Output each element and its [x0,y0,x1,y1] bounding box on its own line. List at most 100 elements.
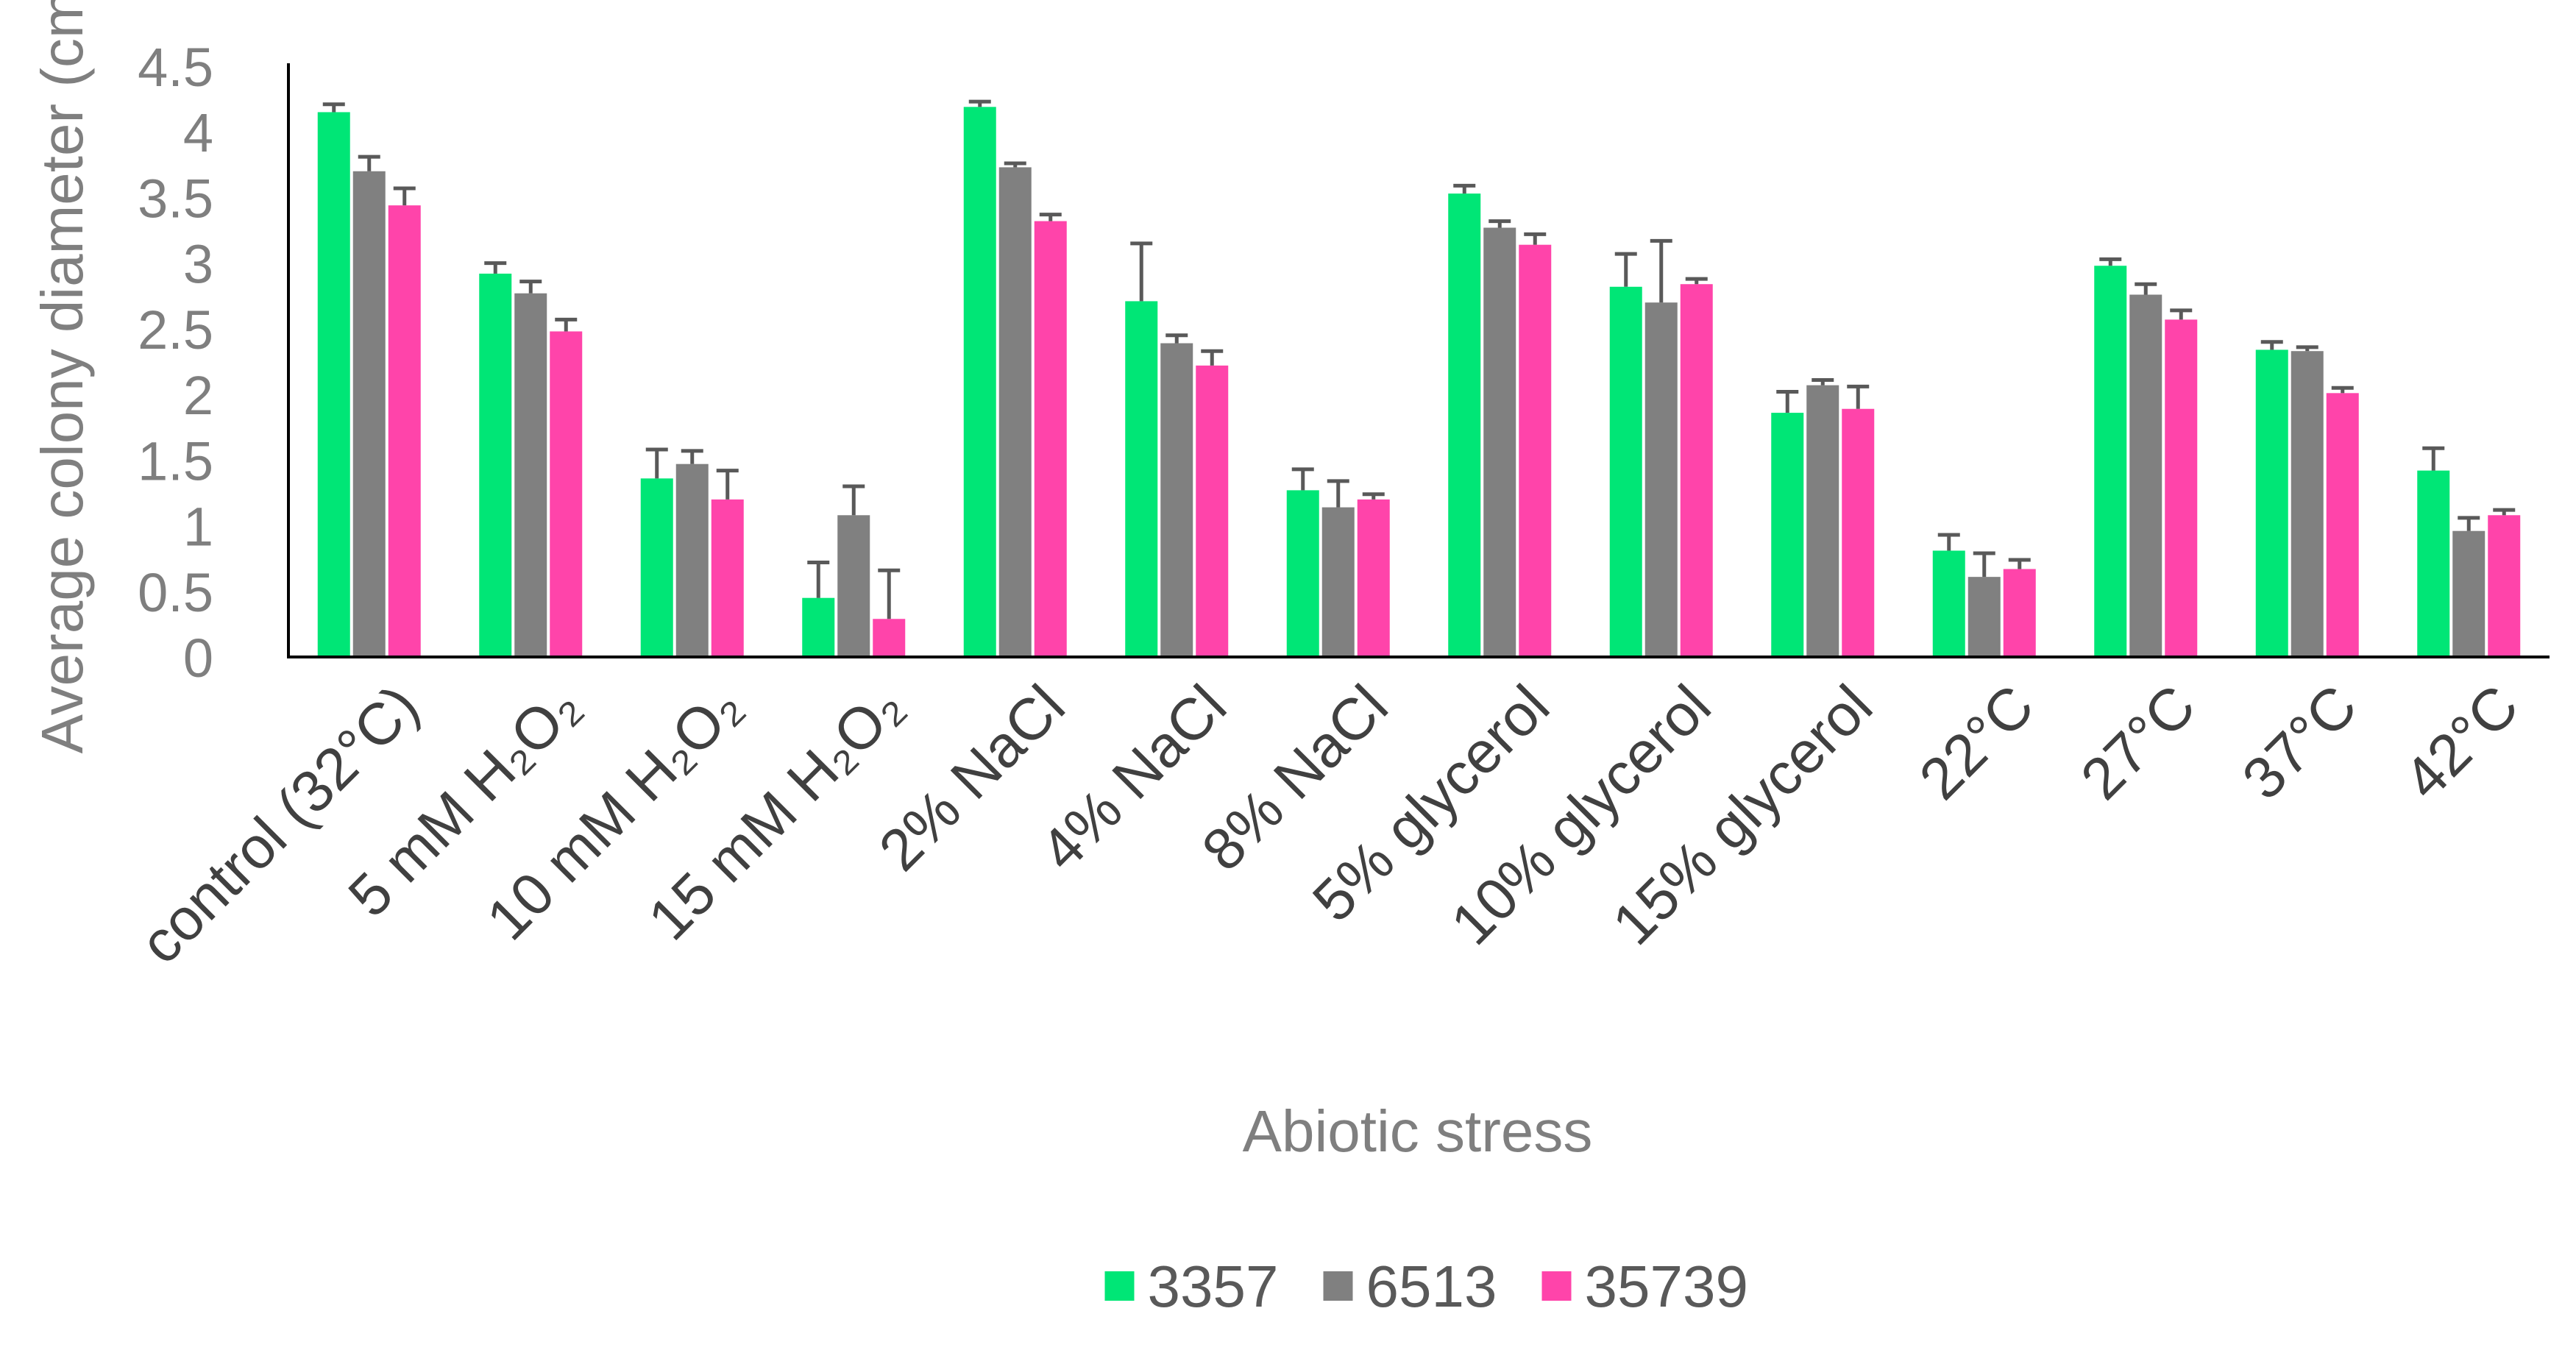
bar-35739 [1519,244,1552,657]
bar-3357 [802,597,835,657]
error-bar [842,484,865,516]
error-bar [2458,516,2480,531]
bar-group [1932,550,2036,657]
error-bars [322,99,2516,619]
bar-group [640,463,744,657]
bar-6513 [675,463,709,657]
error-bar [645,447,668,479]
bar-group [1771,385,1875,657]
y-axis-ticks: 00.511.522.533.544.5 [138,37,213,689]
bar-35739 [2165,319,2198,657]
bar-6513 [1644,302,1678,657]
bar-3357 [2255,349,2288,657]
bar-group [802,515,906,657]
error-bar [2135,282,2157,295]
error-bar [1039,213,1062,221]
legend-swatch [1541,1271,1572,1301]
bar-35739 [1196,365,1229,657]
error-bar [1004,161,1026,168]
x-tick-label: 42°C [2391,672,2530,811]
error-bar [1650,238,1672,303]
bar-35739 [2488,515,2521,657]
error-bar [2008,558,2031,569]
bar-6513 [2129,294,2162,657]
bar-group [2255,349,2359,657]
error-bar [1165,333,1188,344]
y-tick-label: 4 [183,102,213,163]
error-bar [1776,390,1799,413]
error-bar [2260,340,2283,350]
legend: 3357 6513 35739 [1104,1254,1748,1319]
y-tick-label: 3 [183,234,213,295]
error-bar [1201,349,1224,366]
error-bar [1847,384,1870,409]
error-bar [393,186,416,206]
y-tick-label: 0.5 [138,562,213,623]
error-bar [2493,508,2516,516]
error-bar [681,449,703,464]
x-axis-title: Abiotic stress [1243,1098,1593,1164]
bar-group [2094,266,2198,657]
error-bar [807,561,830,598]
bar-6513 [1483,227,1516,657]
error-bar [1812,377,1834,386]
bar-3357 [1932,550,1965,657]
bar-6513 [1160,343,1193,657]
bar-6513 [2291,351,2324,657]
bar-3357 [1286,490,1319,657]
bar-6513 [1321,507,1355,657]
bar-6513 [998,167,1032,657]
error-bar [484,261,507,274]
error-bar [1614,252,1637,287]
legend-label: 35739 [1585,1254,1748,1319]
x-tick-label: 27°C [2068,672,2207,811]
bar-group [2417,470,2521,657]
x-tick-label: 22°C [1906,672,2045,811]
y-axis-title: Average colony diameter (cm) [29,0,95,753]
bar-6513 [514,293,547,657]
bar-35739 [711,499,744,657]
bar-3357 [1448,193,1481,657]
bar-3357 [2417,470,2450,657]
legend-item: 35739 [1541,1254,1748,1319]
error-bar [2422,446,2445,471]
legend-label: 6513 [1366,1254,1497,1319]
y-tick-label: 1.5 [138,430,213,491]
bar-3357 [317,112,350,657]
bar-group [963,107,1067,658]
bar-3357 [2094,266,2127,657]
bar-group [479,273,583,657]
error-bar [2296,345,2318,352]
error-bar [1362,492,1385,500]
error-bar [1685,277,1708,285]
error-bar [1291,467,1314,491]
bar-35739 [1357,499,1390,657]
bar-group [1286,490,1390,657]
bar-35739 [550,331,583,657]
bar-group [1609,284,1713,657]
bar-6513 [2452,530,2485,657]
error-bar [2099,257,2122,266]
bar-3357 [640,478,673,657]
error-bar [555,317,578,332]
x-tick-label: 37°C [2229,672,2369,811]
bar-35739 [2003,569,2036,657]
error-bar [1489,219,1511,228]
error-bar [2331,386,2354,394]
legend-swatch [1104,1271,1135,1301]
error-bar [2170,308,2193,320]
legend-item: 3357 [1104,1254,1279,1319]
error-bar [1973,551,1995,578]
error-bar [358,154,380,171]
error-bar [878,568,901,619]
y-tick-label: 0 [183,628,213,689]
error-bar [968,99,991,107]
legend-label: 3357 [1148,1254,1279,1319]
y-tick-label: 2 [183,365,213,426]
legend-item: 6513 [1323,1254,1497,1319]
error-bar [1524,232,1547,245]
bar-3357 [479,273,512,657]
